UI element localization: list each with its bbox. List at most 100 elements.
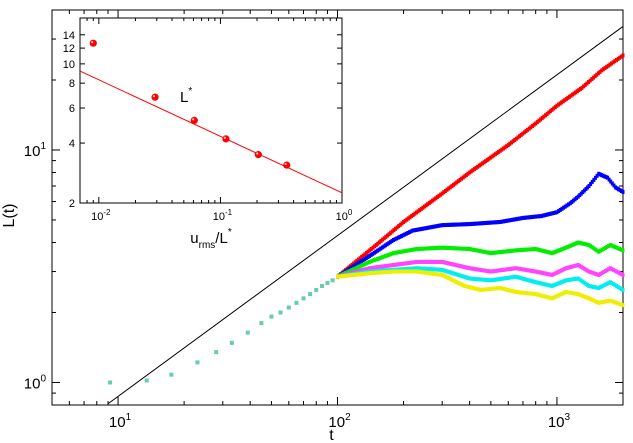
main-series-point <box>511 217 515 222</box>
main-series-point <box>501 267 505 272</box>
main-series-point <box>469 247 473 252</box>
main-series-point <box>605 64 609 69</box>
main-series-point <box>581 279 585 284</box>
main-series-point <box>556 269 560 274</box>
main-series-point <box>439 223 443 228</box>
main-series-point <box>587 80 591 85</box>
main-series-point <box>540 293 544 298</box>
main-series-point <box>392 228 396 233</box>
main-series-point <box>428 246 432 251</box>
main-series-point <box>608 62 612 67</box>
main-series-point <box>410 266 414 271</box>
main-series-point <box>421 246 425 251</box>
main-series-point <box>487 156 491 161</box>
main-series-point <box>573 263 577 268</box>
main-series-point <box>558 269 562 274</box>
main-series-point <box>477 248 481 253</box>
main-series-point <box>476 164 480 169</box>
main-series-point <box>546 212 550 217</box>
inset-x-tick-label-exp: -2 <box>103 208 111 217</box>
main-series-point <box>460 246 464 251</box>
main-series-point <box>371 251 375 256</box>
main-series-point <box>485 157 489 162</box>
main-series-point <box>569 277 573 282</box>
main-series-point <box>393 269 397 274</box>
main-series-point <box>506 249 510 254</box>
main-series-point <box>485 287 489 292</box>
main-series-point <box>567 265 571 270</box>
main-series-point <box>371 245 375 250</box>
main-series-point <box>437 193 441 198</box>
main-series-point <box>487 250 491 255</box>
main-series-point <box>421 259 425 264</box>
main-series-point <box>399 269 403 274</box>
main-series-point <box>613 268 617 273</box>
main-series-point <box>460 222 464 227</box>
main-series-point <box>352 261 356 266</box>
main-series-point <box>514 248 518 253</box>
main-series-point <box>484 277 488 282</box>
main-series-point <box>570 264 574 269</box>
main-series-point <box>484 268 488 273</box>
main-series-point <box>535 280 539 285</box>
main-series-point <box>614 58 618 63</box>
main-series-point <box>537 280 541 285</box>
main-series-point <box>424 270 428 275</box>
inset-background <box>80 18 342 203</box>
main-series-point <box>557 209 561 214</box>
main-series-point <box>420 246 424 251</box>
main-series-point <box>406 266 410 271</box>
main-series-point <box>484 250 488 255</box>
main-series-point <box>598 69 602 74</box>
main-series-point <box>373 244 377 249</box>
main-series-point <box>516 135 520 140</box>
main-series-point <box>426 259 430 264</box>
main-series-point <box>360 263 364 268</box>
main-series-point <box>500 219 504 224</box>
main-series-point <box>553 271 557 276</box>
main-series-point <box>460 282 464 287</box>
main-series-point <box>492 286 496 291</box>
main-series-point <box>485 220 489 225</box>
main-series-point <box>511 248 515 253</box>
main-series-point <box>426 246 430 251</box>
main-series-point <box>500 249 504 254</box>
main-series-point <box>347 273 351 278</box>
main-series-point <box>573 276 577 281</box>
inset-data-point <box>151 93 159 101</box>
main-early-point <box>259 321 264 326</box>
main-series-point <box>447 269 451 274</box>
main-series-point <box>455 246 459 251</box>
main-series-point <box>405 217 409 222</box>
main-series-point <box>482 277 486 282</box>
main-series-point <box>364 267 368 272</box>
main-series-point <box>389 230 393 235</box>
main-series-point <box>610 243 614 248</box>
main-series-point <box>537 118 541 123</box>
main-series-point <box>393 262 397 267</box>
main-series-point <box>542 249 546 254</box>
main-series-point <box>440 223 444 228</box>
main-series-point <box>415 266 419 271</box>
main-series-point <box>600 271 604 276</box>
main-series-point <box>503 249 507 254</box>
main-series-point <box>512 289 516 294</box>
main-series-point <box>418 259 422 264</box>
main-series-point <box>534 121 538 126</box>
main-series-point <box>501 276 505 281</box>
main-series-point <box>429 267 433 272</box>
main-series-point <box>489 251 493 256</box>
main-series-point <box>369 266 373 271</box>
main-series-point <box>536 214 540 219</box>
main-series-point <box>489 155 493 160</box>
main-series-point <box>439 192 443 197</box>
main-series-point <box>390 251 394 256</box>
main-series-point <box>619 247 623 252</box>
main-series-point <box>363 267 367 272</box>
inset-x-tick-label-base: 10 <box>336 211 348 223</box>
main-series-point <box>517 248 521 253</box>
main-series-point <box>578 263 582 268</box>
main-series-point <box>471 285 475 290</box>
main-series-point <box>418 269 422 274</box>
main-series-point <box>423 270 427 275</box>
